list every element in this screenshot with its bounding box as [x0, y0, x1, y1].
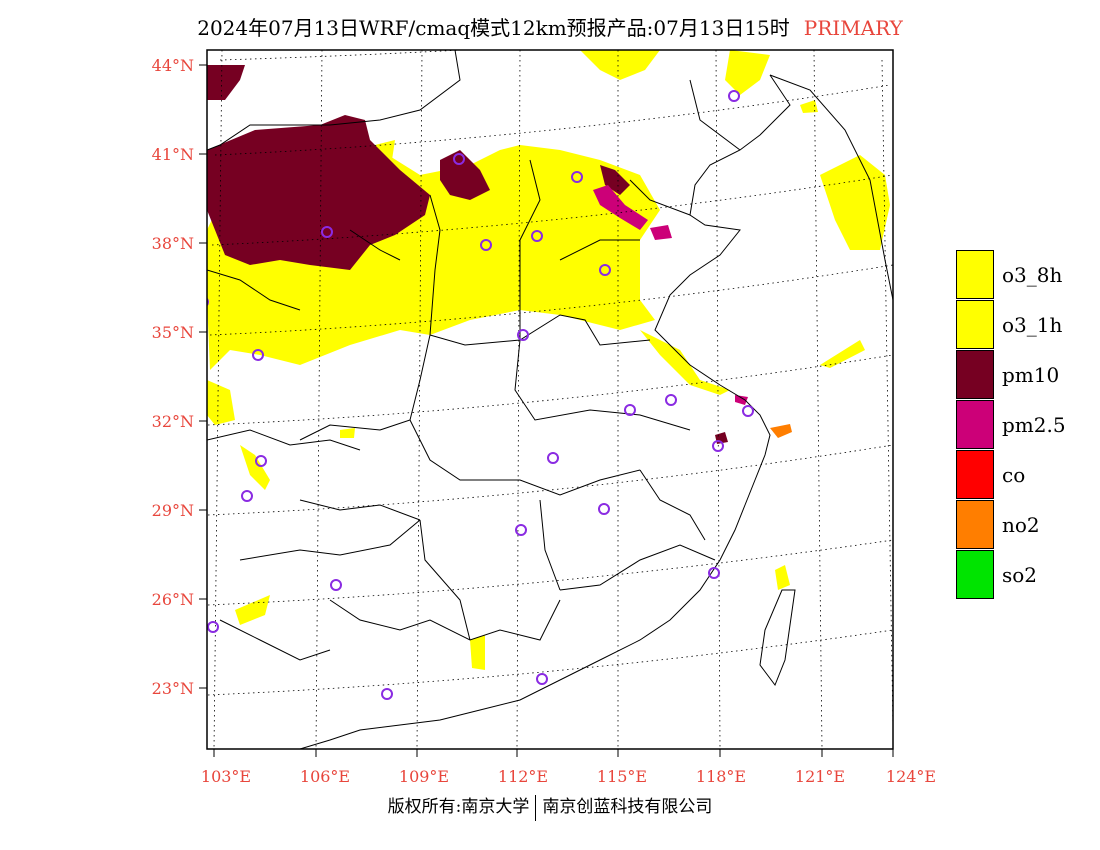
copyright-footer: 版权所有:南京大学 南京创蓝科技有限公司 — [0, 792, 1100, 821]
map-frame — [206, 49, 894, 750]
swatch-so2 — [956, 550, 994, 599]
lat-label-41: 41°N — [151, 145, 194, 164]
legend-label: co — [1002, 463, 1026, 487]
lon-label-118: 118°E — [695, 767, 747, 786]
swatch-o3-8h — [956, 250, 994, 299]
lat-label-23: 23°N — [151, 679, 194, 698]
swatch-no2 — [956, 500, 994, 549]
tick-marks — [199, 64, 894, 757]
lat-label-35: 35°N — [151, 323, 194, 342]
coastline — [299, 74, 791, 749]
legend-label: no2 — [1002, 513, 1040, 537]
swatch-co — [956, 450, 994, 499]
taiwan-island — [759, 589, 796, 687]
lon-label-121: 121°E — [794, 767, 846, 786]
copyright-left: 版权所有:南京大学 — [387, 797, 530, 817]
swatch-pm2-5 — [956, 400, 994, 449]
pm25-area — [593, 185, 748, 405]
legend-label: pm10 — [1002, 363, 1060, 387]
northeast-border — [769, 74, 893, 301]
lon-label-103: 103°E — [200, 767, 252, 786]
title-text: 2024年07月13日WRF/cmaq模式12km预报产品:07月13日15时 — [197, 16, 790, 40]
lon-label-106: 106°E — [299, 767, 351, 786]
swatch-o3-1h — [956, 300, 994, 349]
lat-label-29: 29°N — [151, 501, 194, 520]
boundaries — [207, 50, 893, 749]
station-markers — [207, 90, 754, 700]
graticule — [207, 50, 893, 749]
footer-divider — [535, 794, 537, 821]
pm10-area — [207, 65, 728, 444]
lat-label-38: 38°N — [151, 234, 194, 253]
lon-label-115: 115°E — [596, 767, 648, 786]
lon-label-112: 112°E — [497, 767, 549, 786]
legend-label: o3_1h — [1002, 313, 1063, 337]
legend-label: pm2.5 — [1002, 413, 1066, 437]
lon-label-109: 109°E — [398, 767, 450, 786]
map-title: 2024年07月13日WRF/cmaq模式12km预报产品:07月13日15时 P… — [0, 12, 1100, 41]
swatch-pm10 — [956, 350, 994, 399]
map-content — [207, 50, 893, 749]
lat-label-32: 32°N — [151, 412, 194, 431]
lat-label-44: 44°N — [151, 56, 194, 75]
primary-tag: PRIMARY — [803, 16, 903, 40]
copyright-right: 南京创蓝科技有限公司 — [542, 797, 713, 817]
lat-label-26: 26°N — [151, 590, 194, 609]
legend-label: so2 — [1002, 563, 1038, 587]
lon-label-124: 124°E — [885, 767, 937, 786]
no2-area — [770, 424, 792, 438]
legend-label: o3_8h — [1002, 263, 1063, 287]
